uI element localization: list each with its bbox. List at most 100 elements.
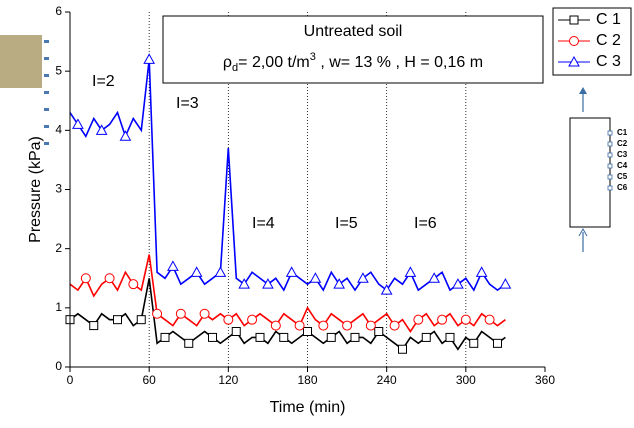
marker <box>208 332 217 342</box>
marker <box>421 332 431 342</box>
marker <box>190 266 203 277</box>
chart-title: Untreated soil <box>304 23 403 40</box>
marker <box>437 314 448 325</box>
y-tick-label: 4 <box>55 123 62 137</box>
marker <box>136 315 146 325</box>
marker <box>445 332 455 342</box>
y-tick-label: 0 <box>55 359 62 373</box>
x-tick-label: 240 <box>377 373 397 387</box>
subtitle-part: = 2,00 t/m <box>238 54 310 71</box>
marker <box>279 332 289 342</box>
marker <box>167 260 179 271</box>
x-tick-label: 180 <box>297 373 317 387</box>
marker <box>326 332 336 342</box>
marker <box>255 332 265 342</box>
subtitle-part: ρ <box>223 54 232 71</box>
x-tick-label: 0 <box>67 373 74 387</box>
y-tick-label: 3 <box>55 182 62 196</box>
marker <box>413 314 424 325</box>
marker <box>333 278 346 289</box>
marker <box>104 273 115 284</box>
sensor-port <box>607 141 613 147</box>
annotation: I=2 <box>92 73 115 90</box>
marker <box>119 130 132 141</box>
sensor-port <box>607 152 613 158</box>
marker <box>365 320 376 331</box>
marker <box>569 15 579 25</box>
legend-label: C 2 <box>596 32 621 49</box>
y-axis-label: Pressure (kPa) <box>27 136 44 243</box>
y-tick-label: 5 <box>55 63 62 77</box>
subtitle-part: d <box>232 62 238 74</box>
marker <box>247 314 258 325</box>
image-ticks <box>44 40 49 145</box>
marker <box>128 279 139 290</box>
x-tick-label: 120 <box>218 373 238 387</box>
marker <box>214 266 227 277</box>
subtitle-part: , w= 13 % , H = 0,16 m <box>316 54 483 71</box>
series-line <box>69 59 506 292</box>
y-tick-label: 1 <box>55 300 62 314</box>
marker <box>484 314 495 325</box>
x-tick-label: 60 <box>142 373 156 387</box>
sensor-label: C3 <box>617 150 628 159</box>
marker <box>374 327 384 336</box>
annotation: I=6 <box>414 215 437 232</box>
sensor-port <box>607 130 613 136</box>
marker <box>380 284 393 295</box>
marker <box>152 308 163 319</box>
marker <box>303 327 312 336</box>
marker <box>285 266 298 277</box>
marker <box>499 278 512 289</box>
marker <box>568 55 580 67</box>
marker <box>270 320 281 331</box>
chart-subtitle: ρd= 2,00 t/m3 , w= 13 % , H = 0,16 m <box>223 51 483 74</box>
marker <box>475 266 488 277</box>
annotation: I=4 <box>252 215 275 232</box>
marker <box>199 308 210 319</box>
marker <box>469 338 479 348</box>
annotation: I=5 <box>335 215 358 232</box>
sensor-diagram: C1 C2 C3 C4 C5 C6 <box>569 87 628 252</box>
marker <box>318 320 329 331</box>
y-tick-label: 6 <box>55 4 62 18</box>
sensor-label: C6 <box>617 183 628 192</box>
legend-label: C 1 <box>596 11 621 28</box>
legend-label: C 3 <box>596 53 621 70</box>
sensor-label: C5 <box>617 172 628 181</box>
x-tick-label: 360 <box>535 373 555 387</box>
marker <box>238 278 251 289</box>
marker <box>357 272 369 283</box>
marker <box>350 332 360 342</box>
marker <box>342 320 353 331</box>
series-line <box>69 254 506 333</box>
marker <box>398 344 407 354</box>
marker <box>493 338 502 348</box>
marker <box>569 36 579 46</box>
marker <box>89 321 99 331</box>
marker <box>223 314 234 325</box>
marker <box>262 278 274 289</box>
marker <box>389 320 400 331</box>
x-tick-label: 300 <box>456 373 476 387</box>
marker <box>160 332 170 342</box>
sensor-port <box>607 174 613 180</box>
marker <box>175 308 186 319</box>
marker <box>72 118 84 129</box>
marker <box>309 272 322 283</box>
marker <box>231 327 241 336</box>
marker <box>428 272 441 283</box>
sensor-port <box>607 163 613 169</box>
marker <box>143 53 156 64</box>
x-axis-label: Time (min) <box>270 399 346 416</box>
annotation: I=3 <box>176 95 199 112</box>
marker <box>95 124 108 135</box>
sensor-port <box>607 185 613 191</box>
title-box <box>162 15 544 84</box>
subtitle-part: 3 <box>310 51 316 63</box>
marker <box>80 273 91 284</box>
marker <box>184 338 194 348</box>
sensor-label: C4 <box>617 161 628 170</box>
